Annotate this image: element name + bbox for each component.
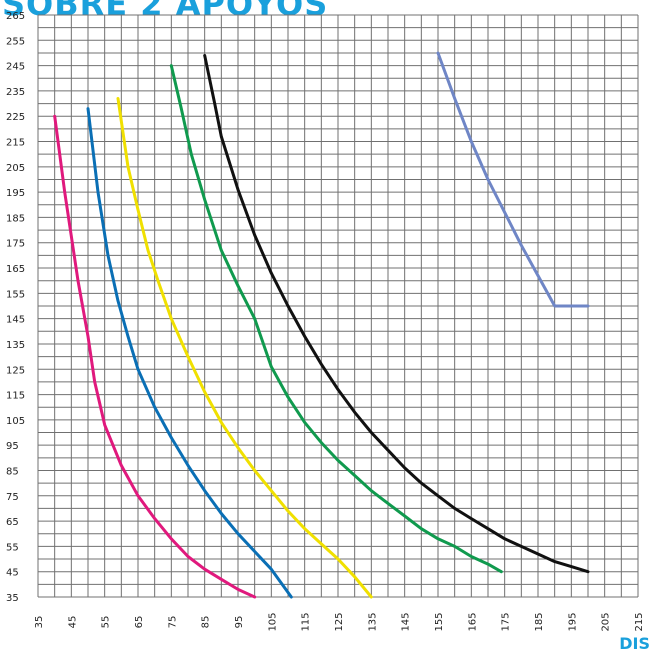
series-line-3 — [116, 97, 373, 599]
y-tick-label: 135 — [6, 340, 25, 351]
y-tick-label: 35 — [6, 593, 19, 604]
y-tick-label: 155 — [6, 289, 25, 300]
y-tick-label: 245 — [6, 62, 25, 73]
y-tick-label: 185 — [6, 213, 25, 224]
corner-label: DIS — [619, 634, 650, 653]
series-layer — [53, 51, 590, 599]
x-tick-label: 95 — [234, 616, 245, 629]
y-tick-label: 95 — [6, 441, 19, 452]
y-tick-label: 55 — [6, 542, 19, 553]
y-tick-label: 235 — [6, 87, 25, 98]
x-tick-label: 195 — [567, 612, 578, 631]
x-tick-label: 155 — [434, 612, 445, 631]
y-tick-label: 45 — [6, 568, 19, 579]
y-tick-label: 115 — [6, 391, 25, 402]
x-tick-label: 55 — [101, 616, 112, 629]
y-tick-label: 205 — [6, 163, 25, 174]
y-tick-label: 85 — [6, 466, 19, 477]
series-line-1 — [53, 114, 257, 599]
y-tick-label: 75 — [6, 492, 19, 503]
x-tick-label: 35 — [34, 616, 45, 629]
y-tick-label: 215 — [6, 138, 25, 149]
x-tick-labels: 35 45 55 65 75 85 95 105 115 125 135 145 155 165 175 18… — [34, 612, 645, 631]
y-tick-label: 125 — [6, 365, 25, 376]
x-tick-label: 175 — [501, 612, 512, 631]
y-tick-label: 165 — [6, 264, 25, 275]
x-tick-label: 85 — [201, 616, 212, 629]
series-line-5 — [203, 54, 590, 574]
y-tick-label: 195 — [6, 188, 25, 199]
series-line-2 — [86, 107, 293, 599]
x-tick-label: 115 — [301, 612, 312, 631]
x-tick-label: 165 — [467, 612, 478, 631]
x-tick-label: 125 — [334, 612, 345, 631]
x-tick-label: 65 — [134, 616, 145, 629]
y-tick-label: 255 — [6, 36, 25, 47]
series-line-6 — [436, 51, 590, 308]
y-tick-label: 145 — [6, 315, 25, 326]
y-tick-labels: 35 45 55 65 75 85 95 105 115 125 135 145 155 165 175 18… — [6, 11, 25, 604]
y-tick-label: 265 — [6, 11, 25, 22]
y-tick-label: 105 — [6, 416, 25, 427]
grid-horizontal — [38, 14, 638, 598]
x-tick-label: 105 — [267, 612, 278, 631]
y-tick-label: 175 — [6, 239, 25, 250]
y-tick-label: 65 — [6, 517, 19, 528]
x-tick-label: 185 — [534, 612, 545, 631]
x-tick-label: 75 — [167, 616, 178, 629]
x-tick-label: 45 — [67, 616, 78, 629]
y-tick-label: 225 — [6, 112, 25, 123]
x-tick-label: 135 — [367, 612, 378, 631]
x-tick-label: 215 — [634, 612, 645, 631]
x-tick-label: 145 — [401, 612, 412, 631]
x-tick-label: 205 — [601, 612, 612, 631]
series-line-4 — [169, 64, 503, 574]
